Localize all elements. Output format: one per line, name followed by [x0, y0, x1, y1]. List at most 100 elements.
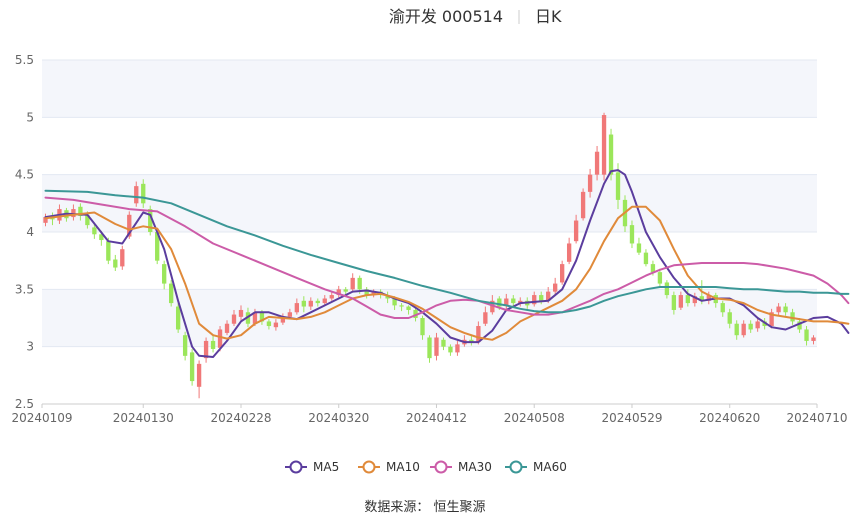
candle: [441, 337, 446, 351]
candle-body: [189, 352, 195, 382]
candle-body: [371, 291, 376, 294]
legend-item-ma5[interactable]: MA5: [285, 460, 339, 474]
legend-marker: [434, 460, 448, 474]
candle-body: [343, 289, 348, 292]
candle: [280, 313, 286, 325]
candle: [636, 237, 642, 255]
candle-body: [636, 243, 642, 253]
candle: [587, 168, 593, 198]
candle-body: [518, 300, 523, 304]
legend-item-ma10[interactable]: MA10: [358, 460, 420, 474]
candle-body: [182, 335, 188, 356]
candle: [678, 291, 684, 310]
candle-body: [224, 323, 230, 333]
candle-body: [266, 321, 272, 327]
candle: [182, 331, 188, 361]
candle: [336, 285, 341, 298]
candle-body: [99, 234, 104, 241]
legend-label: MA60: [533, 460, 567, 474]
candle: [643, 249, 649, 267]
candle-body: [134, 186, 139, 204]
candle: [553, 277, 558, 294]
candle-body: [559, 264, 565, 283]
candle: [448, 344, 453, 356]
candle-body: [210, 340, 216, 349]
legend-item-ma60[interactable]: MA60: [505, 460, 567, 474]
candle: [469, 335, 474, 346]
candle: [399, 303, 404, 312]
candle: [594, 146, 600, 181]
candle: [134, 181, 139, 207]
candle: [706, 291, 711, 305]
candle-body: [120, 249, 125, 267]
candle-body: [385, 295, 390, 299]
chart-title-stock: 渝开发 000514: [389, 7, 503, 26]
plot-bands: [42, 60, 817, 347]
candle: [141, 179, 146, 208]
x-tick-label: 20240710: [786, 411, 847, 425]
candle: [273, 319, 279, 331]
candle-body: [455, 344, 460, 353]
y-tick-label: 2.5: [15, 397, 34, 411]
candle: [203, 337, 209, 363]
candle: [92, 223, 97, 239]
candle-body: [113, 259, 118, 268]
candle: [364, 287, 369, 299]
candle-body: [804, 329, 809, 341]
candle-body: [127, 214, 132, 237]
y-tick-label: 5: [26, 110, 34, 124]
candle: [113, 254, 118, 271]
candle: [50, 212, 55, 226]
ma-line-ma30: [44, 196, 850, 319]
candle-body: [580, 191, 586, 219]
candle-body: [141, 183, 146, 204]
candle-body: [399, 305, 404, 307]
candle: [790, 308, 795, 325]
candle: [434, 332, 439, 361]
candle-body: [566, 243, 572, 262]
candle-body: [413, 309, 418, 318]
candle-body: [601, 115, 607, 175]
candle-body: [434, 337, 439, 356]
candle-body: [608, 134, 614, 175]
candle-body: [273, 322, 279, 328]
candle-body: [301, 300, 306, 307]
candle-body: [720, 303, 725, 313]
candle-body: [336, 289, 341, 296]
x-tick-label: 20240109: [11, 411, 72, 425]
candle: [294, 298, 300, 315]
candle-body: [490, 300, 495, 313]
candle: [455, 340, 460, 356]
candle: [692, 292, 697, 307]
legend-item-ma30[interactable]: MA30: [430, 460, 492, 474]
candle-body: [594, 151, 600, 175]
candle-body: [50, 218, 55, 220]
candle: [518, 297, 523, 307]
candle-body: [148, 209, 153, 232]
ma-line-ma10: [44, 205, 850, 341]
candle: [748, 320, 753, 333]
candle-body: [671, 295, 677, 310]
candle-body: [650, 264, 656, 273]
chart-legend[interactable]: MA5 MA10 MA30 MA60: [285, 460, 567, 474]
candle: [580, 188, 586, 221]
candle-body: [734, 323, 739, 336]
candle: [720, 300, 725, 317]
candle-body: [497, 298, 502, 307]
candle-body: [699, 296, 704, 301]
legend-marker: [362, 460, 376, 474]
candle-body: [685, 295, 690, 304]
candle: [532, 291, 537, 307]
candle-body: [441, 339, 446, 347]
candle: [217, 326, 223, 352]
candle-body: [217, 329, 223, 348]
candle: [671, 291, 677, 315]
candle-body: [92, 227, 97, 235]
candle: [343, 287, 348, 296]
candle: [189, 348, 195, 386]
legend-label: MA10: [386, 460, 420, 474]
candle-body: [476, 326, 481, 343]
x-tick-label: 20240529: [601, 411, 662, 425]
candle-body: [155, 232, 160, 261]
